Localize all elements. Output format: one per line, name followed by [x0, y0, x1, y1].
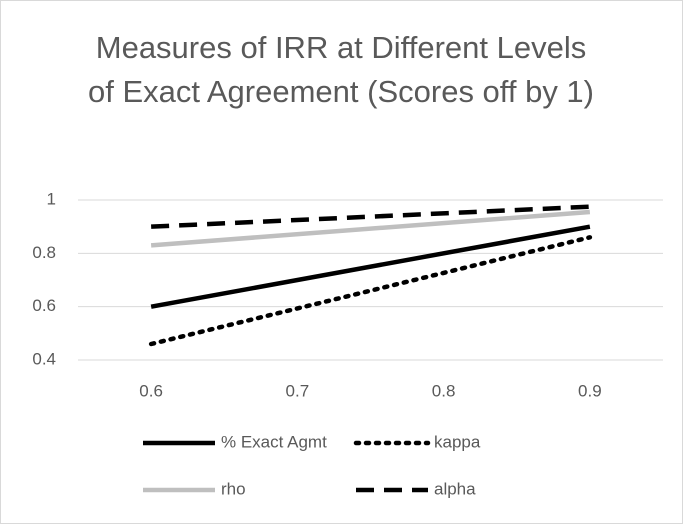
y-tick-label: 0.8: [32, 243, 56, 262]
legend-label: alpha: [434, 479, 476, 498]
series-line: [150, 224, 591, 309]
y-tick-label: 1: [47, 189, 56, 208]
x-tick-label: 0.7: [286, 381, 310, 400]
legend-label: kappa: [434, 432, 481, 451]
x-tick-label: 0.8: [432, 381, 456, 400]
x-tick-label: 0.9: [578, 381, 602, 400]
x-tick-label: 0.6: [139, 381, 163, 400]
series-line: [151, 204, 590, 229]
chart-title: Measures of IRR at Different Levels of E…: [87, 30, 594, 109]
y-tick-label: 0.4: [32, 349, 56, 368]
legend-label: % Exact Agmt: [221, 432, 327, 451]
legend-label: rho: [221, 479, 246, 498]
y-tick-label: 0.6: [32, 296, 56, 315]
series-line: [150, 209, 591, 248]
